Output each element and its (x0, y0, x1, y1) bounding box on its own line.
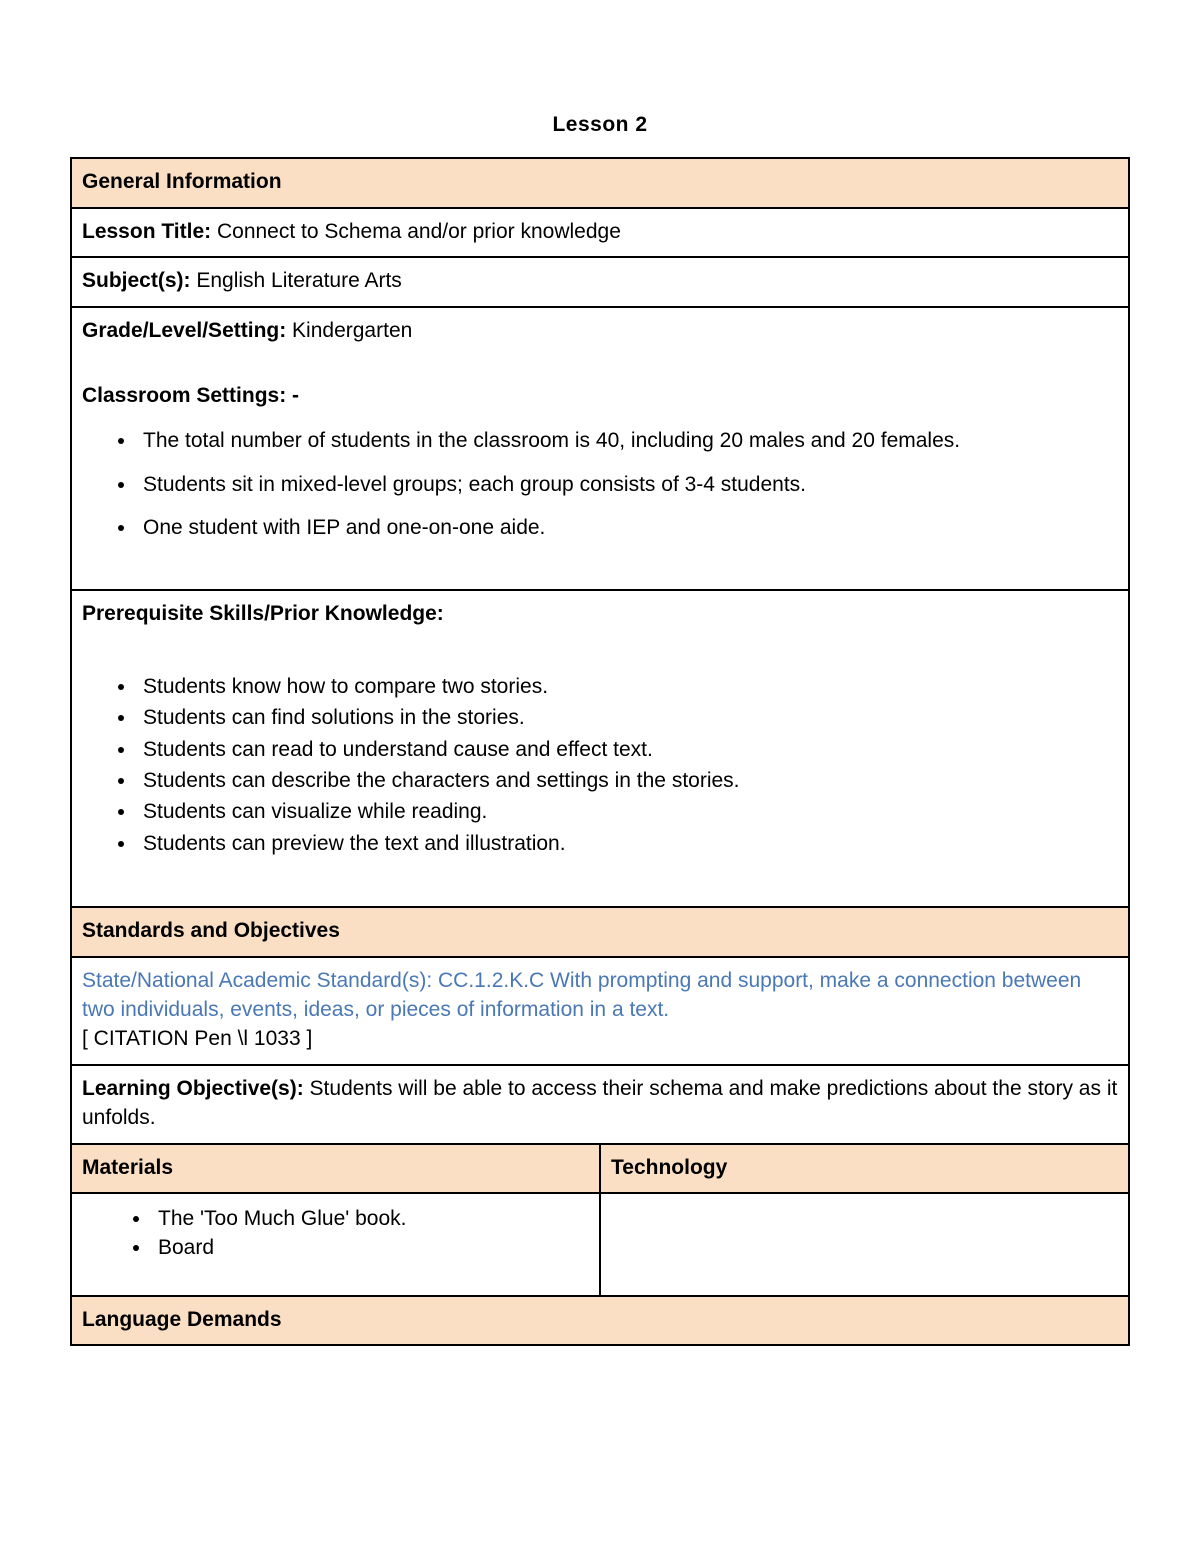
grade-value: Kindergarten (286, 319, 412, 342)
lesson-plan-table: General Information Lesson Title: Connec… (70, 157, 1130, 1346)
subjects-value: English Literature Arts (191, 269, 402, 292)
learning-obj-label: Learning Objective(s): (82, 1077, 304, 1100)
row-subjects: Subject(s): English Literature Arts (71, 257, 1129, 306)
list-item: Students know how to compare two stories… (137, 672, 1118, 701)
section-general-info: General Information (71, 158, 1129, 207)
grade-label: Grade/Level/Setting: (82, 319, 286, 342)
lesson-title-value: Connect to Schema and/or prior knowledge (211, 220, 621, 243)
list-item: Students can visualize while reading. (137, 797, 1118, 826)
section-technology: Technology (600, 1144, 1129, 1193)
list-item: Students can describe the characters and… (137, 766, 1118, 795)
classroom-settings-label: Classroom Settings: - (82, 381, 1118, 410)
prereq-label: Prerequisite Skills/Prior Knowledge: (82, 599, 1118, 628)
section-standards: Standards and Objectives (71, 907, 1129, 956)
list-item: The 'Too Much Glue' book. (152, 1204, 589, 1233)
page-title: Lesson 2 (70, 110, 1130, 139)
row-prereq: Prerequisite Skills/Prior Knowledge: Stu… (71, 590, 1129, 908)
section-materials: Materials (71, 1144, 600, 1193)
classroom-settings-list: The total number of students in the clas… (82, 426, 1118, 542)
subjects-label: Subject(s): (82, 269, 191, 292)
lesson-title-label: Lesson Title: (82, 220, 211, 243)
list-item: Students can find solutions in the stori… (137, 703, 1118, 732)
standards-citation: [ CITATION Pen \l 1033 ] (82, 1027, 312, 1050)
materials-list: The 'Too Much Glue' book. Board (82, 1204, 589, 1263)
row-standards-text: State/National Academic Standard(s): CC.… (71, 957, 1129, 1065)
cell-materials: The 'Too Much Glue' book. Board (71, 1193, 600, 1296)
list-item: Students sit in mixed-level groups; each… (137, 470, 1118, 499)
row-learning-obj: Learning Objective(s): Students will be … (71, 1065, 1129, 1144)
row-grade-classroom: Grade/Level/Setting: Kindergarten Classr… (71, 307, 1129, 590)
list-item: Board (152, 1233, 589, 1262)
list-item: One student with IEP and one-on-one aide… (137, 513, 1118, 542)
row-lesson-title: Lesson Title: Connect to Schema and/or p… (71, 208, 1129, 257)
section-language-demands: Language Demands (71, 1296, 1129, 1345)
standards-text: State/National Academic Standard(s): CC.… (82, 969, 1081, 1021)
list-item: Students can preview the text and illust… (137, 829, 1118, 858)
prereq-list: Students know how to compare two stories… (82, 672, 1118, 858)
cell-technology (600, 1193, 1129, 1296)
list-item: The total number of students in the clas… (137, 426, 1118, 455)
list-item: Students can read to understand cause an… (137, 735, 1118, 764)
